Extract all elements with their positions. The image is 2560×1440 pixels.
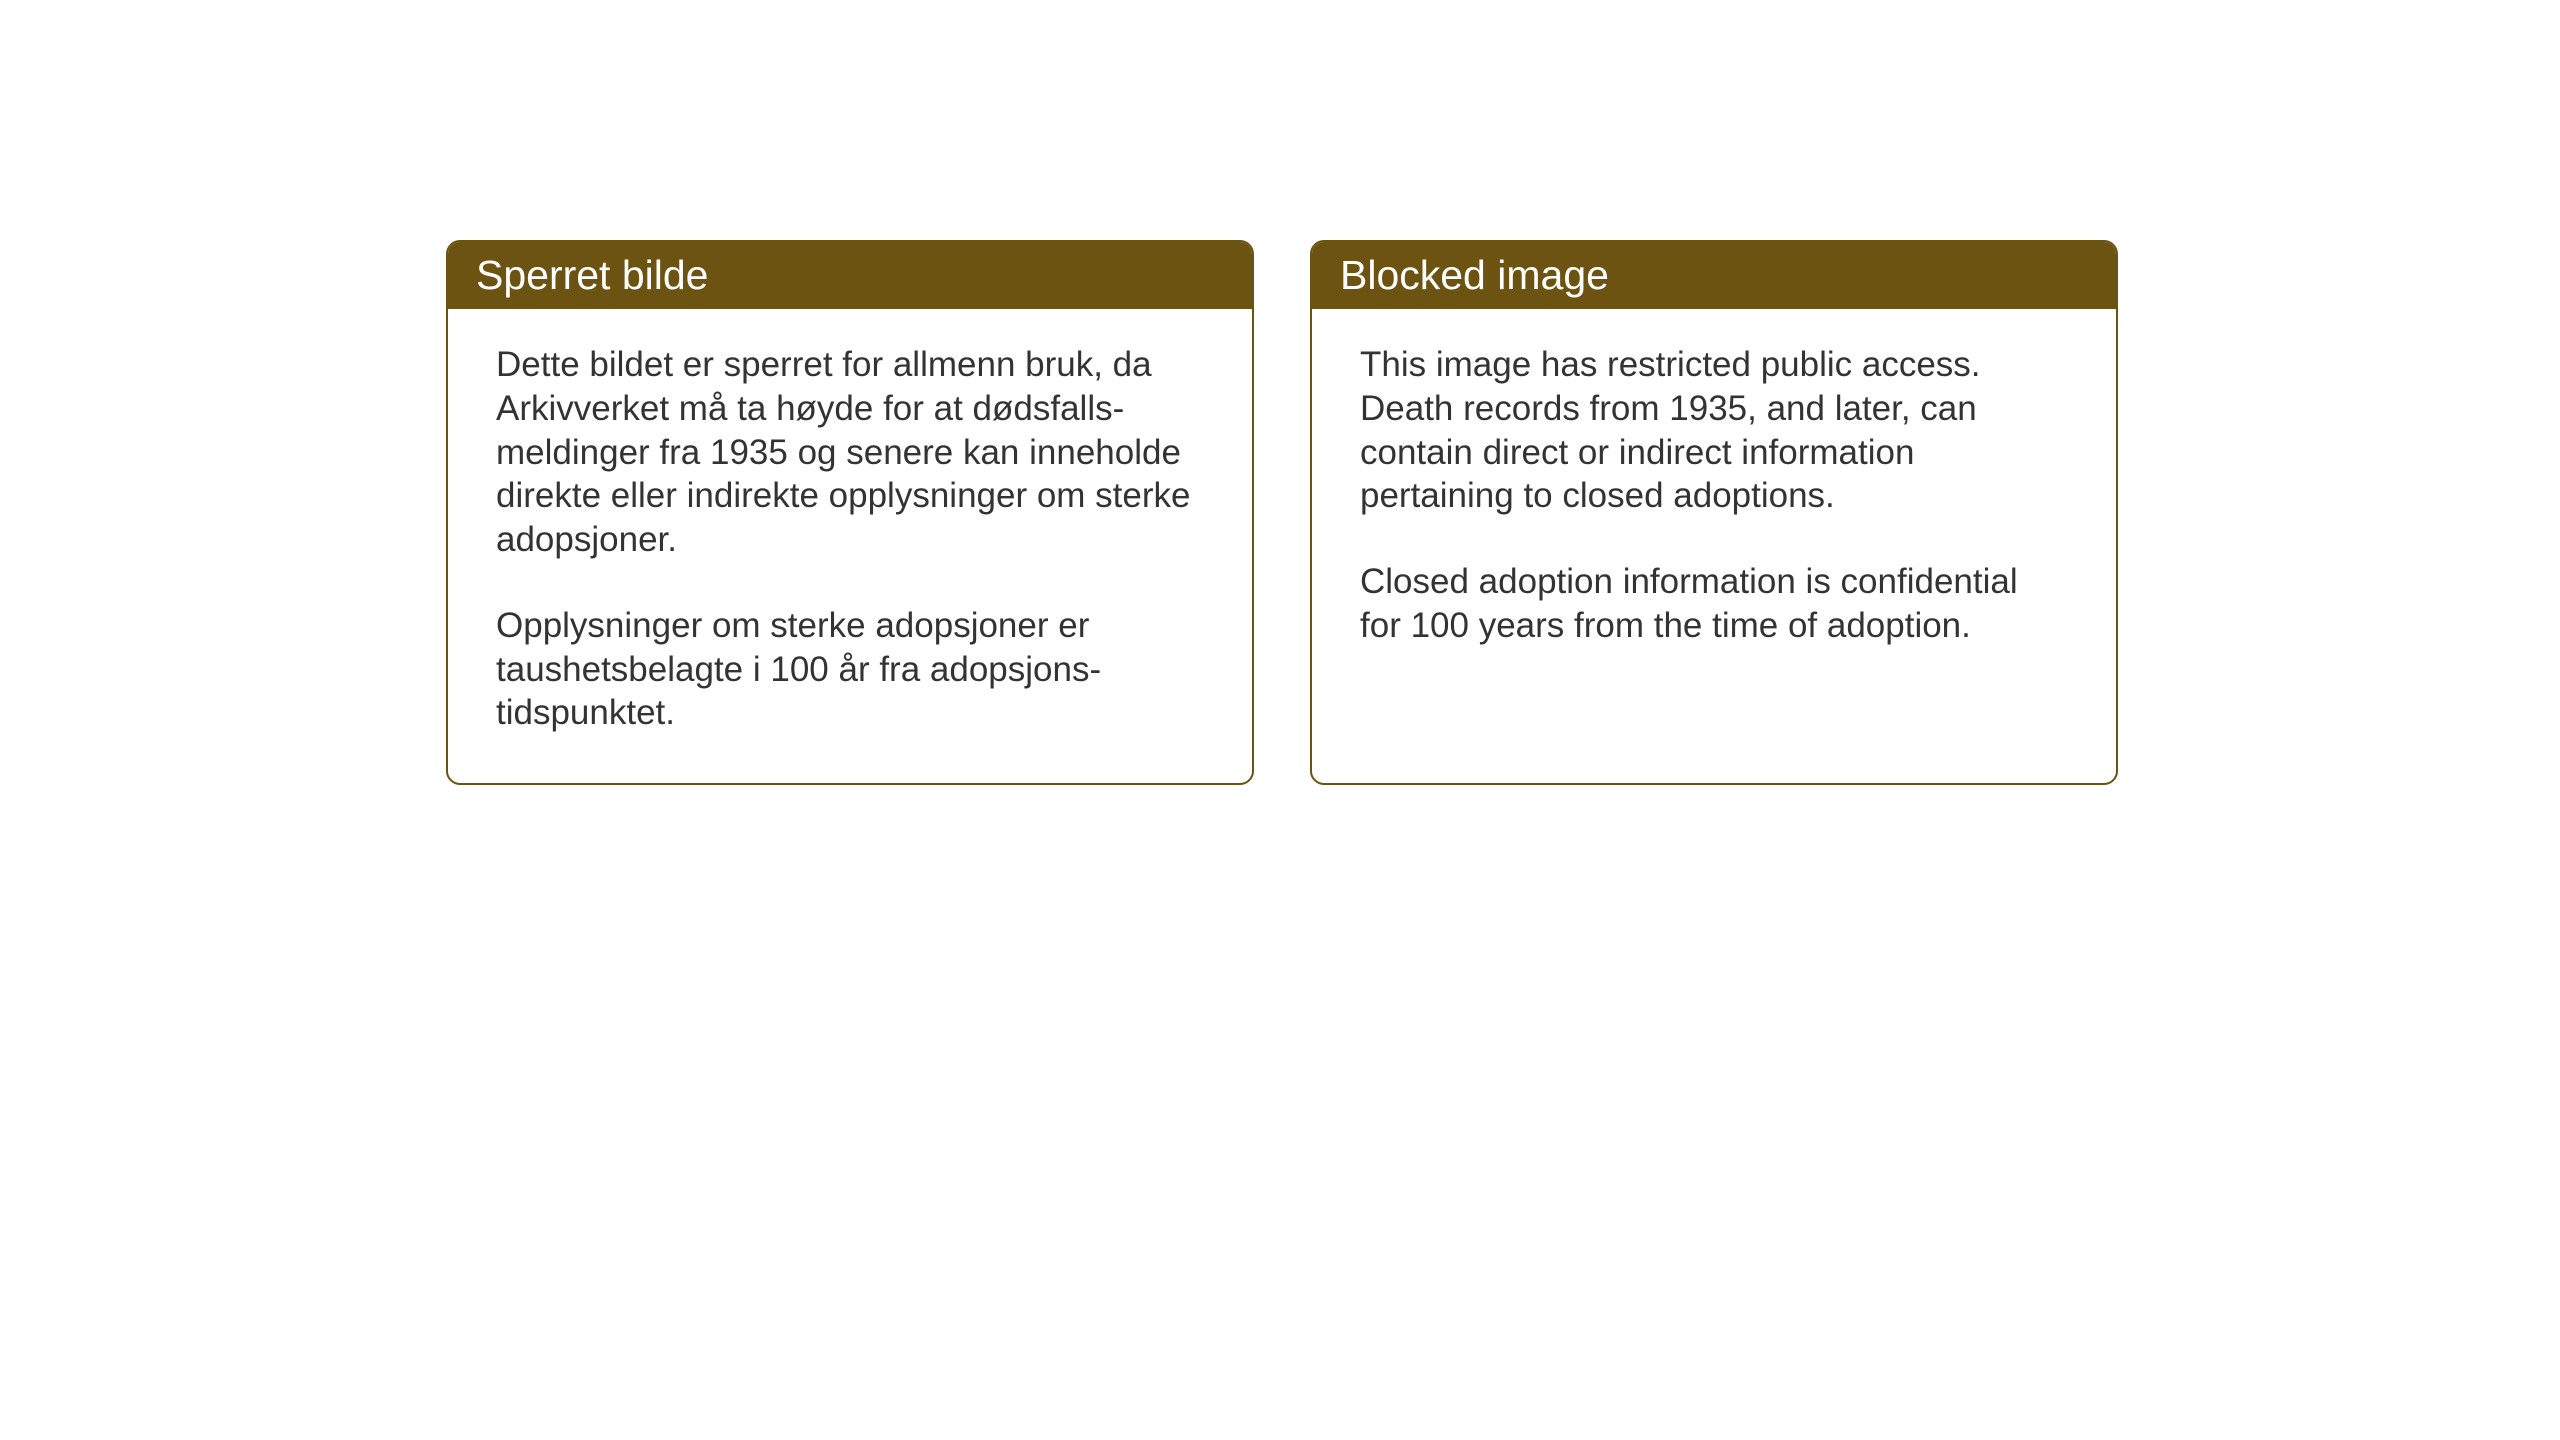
norwegian-card-header: Sperret bilde [448, 242, 1252, 309]
english-notice-card: Blocked image This image has restricted … [1310, 240, 2118, 785]
norwegian-card-body: Dette bildet er sperret for allmenn bruk… [448, 309, 1252, 783]
english-paragraph-1: This image has restricted public access.… [1360, 343, 2068, 518]
english-paragraph-2: Closed adoption information is confident… [1360, 560, 2068, 648]
english-card-header: Blocked image [1312, 242, 2116, 309]
english-card-body: This image has restricted public access.… [1312, 309, 2116, 696]
notice-cards-container: Sperret bilde Dette bildet er sperret fo… [446, 240, 2118, 785]
norwegian-notice-card: Sperret bilde Dette bildet er sperret fo… [446, 240, 1254, 785]
norwegian-paragraph-2: Opplysninger om sterke adopsjoner er tau… [496, 604, 1204, 735]
english-card-title: Blocked image [1340, 252, 1609, 298]
norwegian-card-title: Sperret bilde [476, 252, 708, 298]
norwegian-paragraph-1: Dette bildet er sperret for allmenn bruk… [496, 343, 1204, 562]
